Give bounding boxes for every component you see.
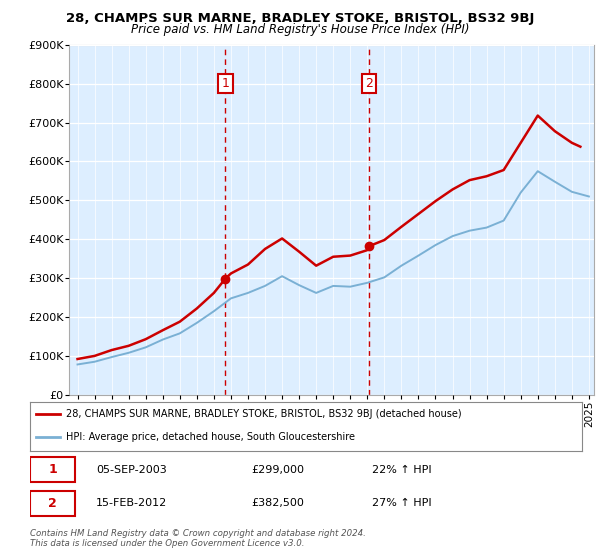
Text: 28, CHAMPS SUR MARNE, BRADLEY STOKE, BRISTOL, BS32 9BJ (detached house): 28, CHAMPS SUR MARNE, BRADLEY STOKE, BRI… <box>66 409 461 419</box>
Text: 27% ↑ HPI: 27% ↑ HPI <box>372 498 432 508</box>
Text: 1: 1 <box>221 77 229 90</box>
Text: 22% ↑ HPI: 22% ↑ HPI <box>372 465 432 475</box>
Text: Price paid vs. HM Land Registry's House Price Index (HPI): Price paid vs. HM Land Registry's House … <box>131 22 469 36</box>
Text: 1: 1 <box>48 463 57 477</box>
Text: £382,500: £382,500 <box>251 498 304 508</box>
Text: HPI: Average price, detached house, South Gloucestershire: HPI: Average price, detached house, Sout… <box>66 432 355 442</box>
Text: 2: 2 <box>365 77 373 90</box>
Text: Contains HM Land Registry data © Crown copyright and database right 2024.
This d: Contains HM Land Registry data © Crown c… <box>30 529 366 548</box>
Text: 05-SEP-2003: 05-SEP-2003 <box>96 465 167 475</box>
Text: 15-FEB-2012: 15-FEB-2012 <box>96 498 167 508</box>
Text: 2: 2 <box>48 497 57 510</box>
FancyBboxPatch shape <box>30 458 75 482</box>
Text: £299,000: £299,000 <box>251 465 304 475</box>
FancyBboxPatch shape <box>30 491 75 516</box>
Text: 28, CHAMPS SUR MARNE, BRADLEY STOKE, BRISTOL, BS32 9BJ: 28, CHAMPS SUR MARNE, BRADLEY STOKE, BRI… <box>66 12 534 25</box>
